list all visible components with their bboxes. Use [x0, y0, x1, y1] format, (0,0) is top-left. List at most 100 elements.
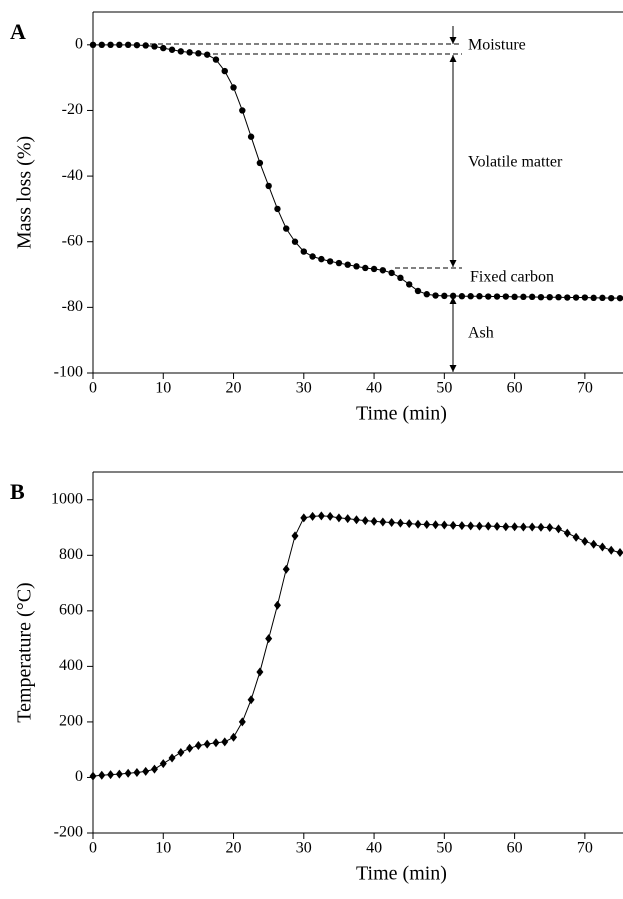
x-tick-label: 70 [577, 840, 593, 857]
data-point [133, 767, 141, 777]
data-point [449, 292, 457, 300]
data-point [406, 281, 413, 288]
data-point [344, 261, 351, 268]
data-point [344, 514, 352, 524]
data-point [458, 293, 466, 300]
y-tick-label: 0 [75, 35, 83, 52]
data-point [203, 739, 211, 749]
data-point [274, 205, 281, 213]
x-tick-label: 10 [155, 840, 171, 857]
x-tick-label: 50 [436, 840, 452, 857]
data-point [115, 769, 123, 779]
data-point [607, 545, 615, 555]
data-point [546, 293, 553, 301]
data-point [326, 511, 334, 521]
data-point [405, 519, 413, 529]
data-point [564, 294, 571, 301]
x-tick-label: 20 [226, 840, 242, 857]
data-point [273, 600, 281, 610]
data-point [423, 291, 430, 298]
y-tick-label: -200 [54, 824, 83, 841]
data-point [475, 521, 483, 531]
x-tick-label: 20 [226, 380, 242, 397]
data-point [616, 548, 623, 558]
data-point [537, 522, 545, 532]
data-point [326, 258, 334, 265]
data-point [440, 520, 448, 530]
data-point [379, 517, 387, 527]
data-point [396, 518, 404, 528]
data-point [300, 248, 307, 255]
data-point [203, 51, 211, 58]
data-point [291, 531, 299, 541]
data-point [449, 520, 457, 530]
data-point [467, 293, 474, 300]
data-point [572, 294, 580, 301]
data-point [256, 667, 264, 677]
x-tick-label: 0 [89, 380, 97, 397]
data-point [221, 737, 229, 747]
data-point [546, 523, 554, 533]
data-point [370, 265, 378, 273]
data-point [265, 182, 272, 190]
x-axis-title: Time (min) [356, 863, 447, 885]
data-point [414, 287, 422, 295]
data-point [423, 519, 431, 529]
data-point [186, 49, 193, 56]
data-point [599, 294, 606, 302]
annotation: Ash [468, 325, 494, 342]
data-point [335, 513, 343, 523]
x-tick-label: 0 [89, 840, 97, 857]
data-point [230, 732, 238, 742]
data-point [511, 293, 518, 301]
data-point [291, 238, 299, 245]
data-point [300, 513, 308, 523]
data-point [212, 738, 220, 748]
data-point [432, 292, 439, 299]
x-tick-label: 40 [366, 380, 382, 397]
y-axis-title: Mass loss (%) [14, 136, 36, 249]
data-point [150, 764, 158, 774]
panel-label: A [10, 19, 26, 44]
data-point [581, 536, 589, 546]
data-point [581, 294, 589, 301]
data-point [194, 741, 202, 751]
data-point [353, 515, 360, 525]
data-point [555, 293, 562, 301]
data-point [116, 41, 123, 49]
panel-label: B [10, 479, 25, 504]
data-point [502, 522, 510, 532]
data-point [283, 225, 290, 232]
data-point [124, 41, 132, 49]
y-tick-label: -60 [62, 232, 83, 249]
data-point [388, 269, 395, 277]
data-point [89, 41, 97, 49]
data-point [590, 539, 598, 549]
data-point [195, 50, 202, 57]
y-tick-label: -40 [62, 167, 83, 184]
data-point [379, 267, 387, 274]
data-point [107, 770, 115, 780]
data-point [493, 293, 501, 300]
y-axis-title: Temperature (°C) [14, 582, 36, 722]
x-tick-label: 30 [296, 380, 312, 397]
data-point [142, 766, 150, 776]
y-tick-label: -100 [54, 364, 83, 381]
data-point [493, 521, 501, 531]
data-point [168, 46, 176, 53]
data-point [256, 159, 264, 167]
data-point [124, 768, 132, 778]
y-tick-label: 1000 [51, 490, 83, 507]
data-point [247, 695, 255, 705]
data-point [133, 41, 141, 49]
y-tick-label: 200 [59, 713, 83, 730]
data-point [528, 522, 536, 532]
data-point [616, 294, 623, 302]
data-point [598, 542, 606, 552]
data-point [335, 259, 343, 267]
data-point [247, 133, 255, 140]
data-point [563, 528, 571, 538]
data-point [159, 759, 167, 769]
data-point [160, 44, 167, 52]
